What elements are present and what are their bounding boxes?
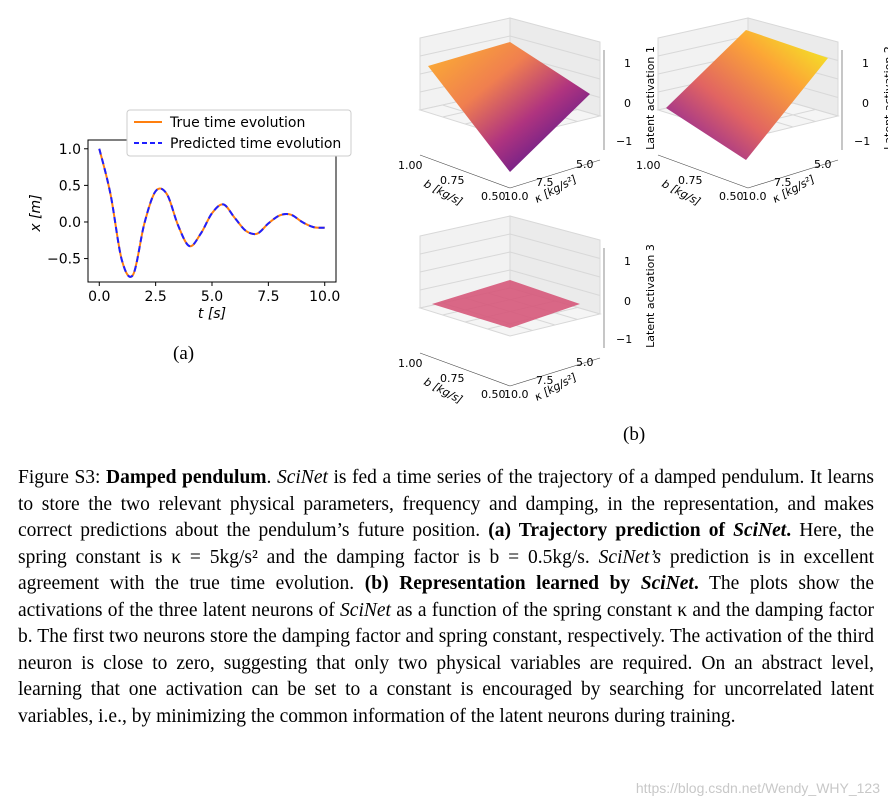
- axis-edge-b: [657, 154, 749, 189]
- surface-activation-1: [428, 42, 590, 172]
- legend-pred-label: Predicted time evolution: [170, 136, 341, 152]
- caption-b-scinet: SciNet: [640, 573, 694, 594]
- x-tick-label: 7.5: [257, 289, 279, 305]
- b-tick-label: 0.50: [719, 190, 744, 203]
- y-axis-label: x [m]: [28, 194, 44, 232]
- caption-s5: as a function of the spring constant κ a…: [18, 599, 874, 727]
- caption-a-scinet: SciNet: [733, 520, 787, 541]
- surface-activation-3: [432, 280, 580, 328]
- caption-fig: Figure S3:: [18, 467, 107, 488]
- x-axis-label: t [s]: [198, 306, 226, 322]
- caption-title: Damped pendulum: [106, 467, 267, 488]
- z-tick-label: −1: [616, 333, 632, 346]
- axis-edge-k: [509, 357, 601, 387]
- caption-s4: The plots show the activations of the th…: [18, 573, 874, 621]
- z-tick-label: 0: [624, 97, 631, 110]
- z-tick-label: 0: [862, 97, 869, 110]
- axis-edge-b: [419, 352, 511, 387]
- legend: True time evolution Predicted time evolu…: [126, 109, 352, 157]
- axis-edge-k: [747, 159, 839, 189]
- k-tick-label: 10.0: [742, 190, 767, 203]
- z-axis-label: Latent activation 2: [882, 46, 888, 150]
- panel-a-chart: 0.0 2.5 5.0 7.5 10.0 −0.5 0.0 0.5 1.0 t [s] x [m…: [28, 109, 352, 322]
- caption-a-text: (a) Trajectory prediction of: [488, 520, 734, 541]
- grid-line: [657, 35, 749, 57]
- x-tick-label: 0.0: [88, 289, 110, 305]
- b-tick-label: 0.75: [440, 174, 465, 187]
- y-tick-label: 0.0: [59, 215, 81, 231]
- caption-s2: Here, the spring constant is κ = 5kg/s² …: [18, 520, 874, 568]
- k-tick-label: 5.0: [576, 356, 594, 369]
- caption-b-text: (b) Representation learned by: [364, 573, 641, 594]
- z-tick-label: −1: [616, 135, 632, 148]
- b-tick-label: 0.75: [440, 372, 465, 385]
- b-tick-label: 0.50: [481, 190, 506, 203]
- k-tick-label: 10.0: [504, 388, 529, 401]
- panel-b-label: (b): [623, 424, 646, 445]
- x-tick-label: 2.5: [145, 289, 167, 305]
- figure-s3: 0.0 2.5 5.0 7.5 10.0 −0.5 0.0 0.5 1.0 t [s] x [m…: [28, 17, 888, 406]
- legend-box: [126, 109, 352, 157]
- grid-line: [509, 269, 601, 296]
- series-predicted-line: [98, 148, 325, 278]
- caption-scinet-s: SciNet’s: [598, 546, 662, 568]
- b-tick-label: 0.75: [678, 174, 703, 187]
- series-true-line: [98, 148, 325, 278]
- caption-s1: is fed a time series of the trajectory o…: [18, 467, 874, 541]
- z-axis-label: Latent activation 3: [644, 244, 657, 348]
- caption-b-dot: .: [693, 573, 699, 594]
- axis-edge-k: [509, 159, 601, 189]
- k-tick-label: 5.0: [576, 158, 594, 171]
- plot-a-frame: [87, 139, 337, 283]
- k-tick-label: 7.5: [536, 374, 554, 387]
- grid-line: [419, 35, 511, 57]
- grid-line: [419, 269, 511, 291]
- z-tick-label: 0: [624, 295, 631, 308]
- b-tick-label: 0.50: [481, 388, 506, 401]
- grid-line: [419, 233, 511, 255]
- y-tick-label: 0.5: [59, 178, 81, 194]
- caption-a-dot: .: [786, 520, 792, 541]
- caption-scinet-2: SciNet: [340, 599, 391, 621]
- grid-line: [509, 35, 601, 61]
- surface-plot-1: 10−1 Latent activation 11.000.750.50b [kg…: [398, 17, 657, 208]
- b-tick-label: 1.00: [636, 159, 661, 172]
- surface-plot-3: 10−1 Latent activation 31.000.750.50b [kg…: [398, 215, 657, 406]
- k-tick-label: 5.0: [814, 158, 832, 171]
- k-tick-label: 10.0: [504, 190, 529, 203]
- axis-edge-b: [419, 154, 511, 189]
- caption-s3: prediction is in excellent agreement wit…: [18, 546, 874, 595]
- z-tick-label: −1: [854, 135, 870, 148]
- b-tick-label: 1.00: [398, 159, 423, 172]
- surface-activation-2: [666, 30, 828, 160]
- y-tick-label: 1.0: [59, 142, 81, 158]
- x-tick-label: 5.0: [201, 289, 223, 305]
- grid-line: [509, 251, 601, 278]
- grid-line: [509, 233, 601, 259]
- caption-b-bold: (b) Representation learned by SciNet.: [365, 573, 699, 594]
- caption-a-bold: (a) Trajectory prediction of SciNet.: [488, 520, 791, 541]
- b-tick-label: 1.00: [398, 357, 423, 370]
- k-tick-label: 7.5: [774, 176, 792, 189]
- grid-line: [419, 251, 511, 273]
- caption-dot: .: [266, 467, 277, 488]
- k-tick-label: 7.5: [536, 176, 554, 189]
- z-tick-label: 1: [624, 57, 631, 70]
- x-tick-label: 10.0: [309, 289, 340, 305]
- y-tick-label: −0.5: [47, 252, 81, 268]
- figure-svg: 0.0 2.5 5.0 7.5 10.0 −0.5 0.0 0.5 1.0 t [s] x [m…: [28, 17, 888, 406]
- z-tick-label: 1: [862, 57, 869, 70]
- caption-scinet: SciNet: [276, 467, 328, 488]
- watermark: https://blog.csdn.net/Wendy_WHY_123: [635, 780, 880, 796]
- legend-true-label: True time evolution: [169, 115, 305, 131]
- panel-a-label: (a): [173, 343, 195, 364]
- figure-caption: Figure S3: Damped pendulum. SciNet is fe…: [18, 465, 874, 730]
- z-tick-label: 1: [624, 255, 631, 268]
- z-axis-label: Latent activation 1: [644, 46, 657, 150]
